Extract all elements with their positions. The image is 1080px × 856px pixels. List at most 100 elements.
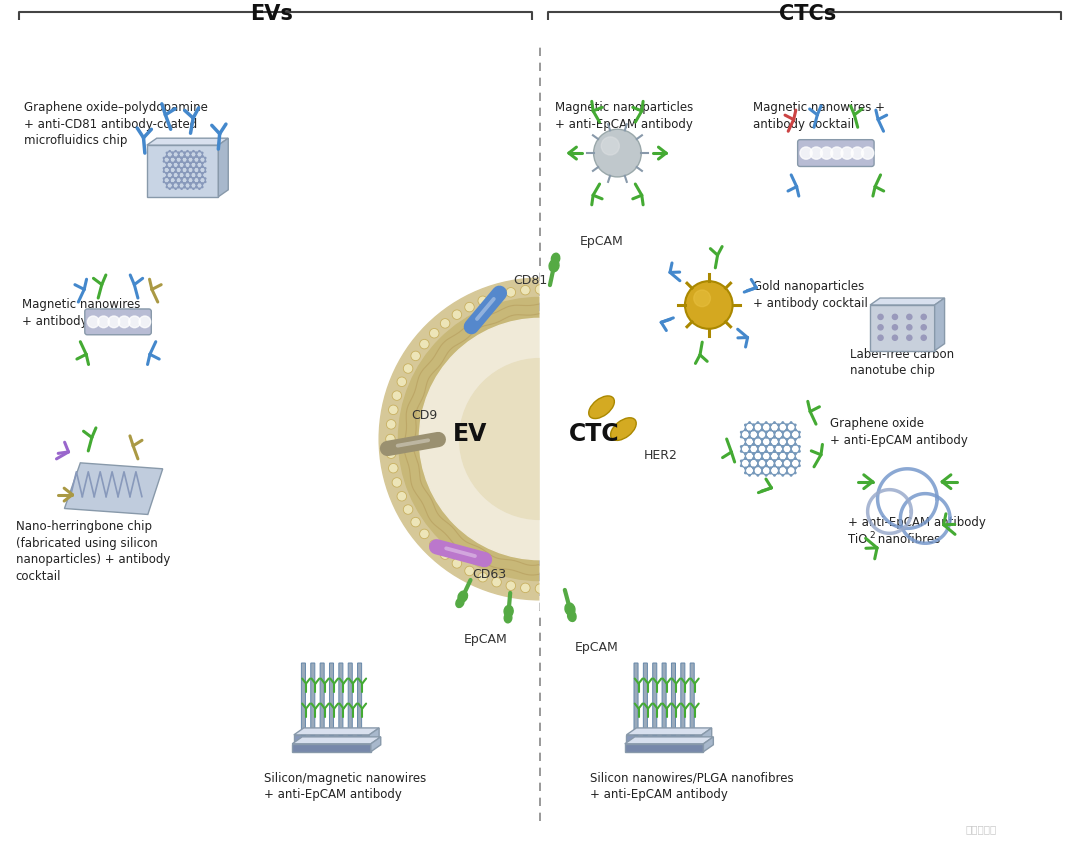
- Circle shape: [778, 443, 780, 445]
- Circle shape: [685, 281, 732, 329]
- Circle shape: [770, 438, 771, 440]
- Circle shape: [795, 443, 796, 445]
- Circle shape: [766, 446, 767, 448]
- Polygon shape: [65, 463, 163, 514]
- Polygon shape: [702, 728, 712, 744]
- Circle shape: [778, 458, 780, 460]
- Circle shape: [403, 505, 413, 514]
- Circle shape: [761, 438, 762, 440]
- FancyBboxPatch shape: [634, 663, 638, 735]
- Circle shape: [119, 316, 130, 328]
- Circle shape: [921, 324, 927, 330]
- Circle shape: [799, 465, 800, 467]
- Polygon shape: [294, 728, 379, 734]
- Circle shape: [129, 316, 140, 328]
- Circle shape: [748, 446, 751, 448]
- Circle shape: [753, 438, 755, 440]
- FancyBboxPatch shape: [311, 663, 314, 735]
- Circle shape: [778, 467, 780, 469]
- Circle shape: [748, 465, 751, 467]
- Text: EpCAM: EpCAM: [575, 641, 619, 655]
- Circle shape: [748, 450, 751, 452]
- Circle shape: [799, 431, 800, 433]
- Circle shape: [778, 438, 780, 440]
- Circle shape: [381, 280, 699, 597]
- Circle shape: [786, 458, 787, 460]
- Circle shape: [773, 450, 775, 452]
- Circle shape: [460, 359, 620, 520]
- Text: Magnetic nanowires +
antibody cocktail: Magnetic nanowires + antibody cocktail: [754, 102, 886, 131]
- Circle shape: [770, 458, 771, 460]
- Circle shape: [139, 316, 151, 328]
- Circle shape: [831, 147, 843, 159]
- Text: CD63: CD63: [472, 568, 507, 581]
- Ellipse shape: [458, 591, 468, 602]
- Circle shape: [892, 324, 897, 330]
- Circle shape: [761, 458, 762, 460]
- Text: 2: 2: [869, 532, 875, 540]
- Circle shape: [795, 438, 796, 440]
- Circle shape: [766, 446, 767, 448]
- Circle shape: [745, 429, 746, 431]
- Text: EpCAM: EpCAM: [580, 235, 623, 248]
- FancyBboxPatch shape: [85, 309, 151, 335]
- Circle shape: [770, 443, 771, 445]
- Polygon shape: [934, 298, 945, 351]
- Circle shape: [464, 302, 474, 312]
- Circle shape: [786, 453, 787, 455]
- Circle shape: [745, 443, 746, 445]
- Circle shape: [420, 529, 429, 538]
- Circle shape: [786, 443, 787, 445]
- Circle shape: [782, 465, 783, 467]
- Circle shape: [773, 422, 775, 423]
- Circle shape: [770, 438, 771, 440]
- Circle shape: [778, 458, 780, 460]
- Circle shape: [761, 429, 762, 431]
- Circle shape: [778, 458, 780, 460]
- Circle shape: [795, 458, 796, 460]
- Circle shape: [753, 467, 755, 469]
- Text: CTCs: CTCs: [780, 4, 837, 24]
- FancyBboxPatch shape: [339, 663, 343, 735]
- FancyBboxPatch shape: [357, 663, 362, 735]
- Circle shape: [745, 467, 746, 469]
- Circle shape: [761, 458, 762, 460]
- Circle shape: [878, 314, 883, 319]
- Circle shape: [745, 438, 746, 440]
- Circle shape: [786, 438, 787, 440]
- Circle shape: [773, 431, 775, 433]
- Circle shape: [782, 450, 783, 452]
- Circle shape: [521, 285, 530, 295]
- Circle shape: [786, 438, 787, 440]
- Circle shape: [748, 474, 751, 476]
- FancyBboxPatch shape: [680, 663, 685, 735]
- Circle shape: [745, 458, 746, 460]
- Circle shape: [753, 429, 755, 431]
- Circle shape: [766, 431, 767, 433]
- Circle shape: [453, 559, 461, 568]
- Circle shape: [410, 517, 420, 527]
- Circle shape: [761, 443, 762, 445]
- Circle shape: [491, 291, 501, 300]
- Circle shape: [693, 290, 711, 306]
- Circle shape: [810, 147, 823, 159]
- Circle shape: [773, 450, 775, 452]
- Polygon shape: [703, 737, 714, 752]
- Circle shape: [795, 467, 796, 469]
- Ellipse shape: [456, 597, 464, 608]
- Circle shape: [773, 465, 775, 467]
- Circle shape: [757, 446, 758, 448]
- Circle shape: [748, 450, 751, 452]
- Circle shape: [766, 431, 767, 433]
- FancyBboxPatch shape: [652, 663, 657, 735]
- Circle shape: [507, 581, 515, 591]
- Circle shape: [753, 467, 755, 469]
- Circle shape: [795, 458, 796, 460]
- Circle shape: [778, 443, 780, 445]
- FancyBboxPatch shape: [644, 663, 647, 735]
- Circle shape: [791, 450, 792, 452]
- Circle shape: [773, 446, 775, 448]
- Circle shape: [419, 318, 661, 560]
- Circle shape: [782, 446, 783, 448]
- Circle shape: [766, 465, 767, 467]
